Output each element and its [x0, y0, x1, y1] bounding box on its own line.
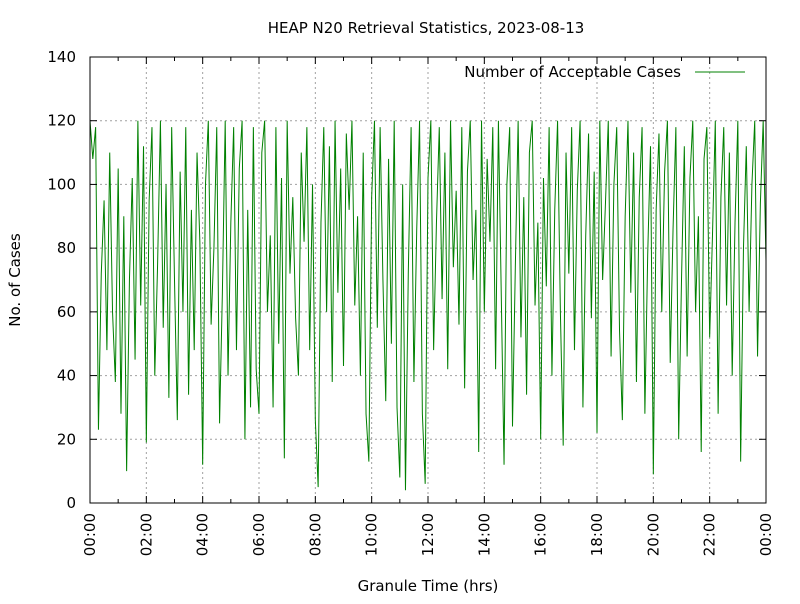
x-tick-label: 20:00	[644, 513, 662, 556]
x-tick-label: 22:00	[701, 513, 719, 556]
x-tick-label: 00:00	[757, 513, 775, 556]
plot-frame	[89, 56, 767, 504]
x-tick-label: 12:00	[419, 513, 437, 556]
x-tick-label: 02:00	[137, 513, 155, 556]
x-tick-label: 08:00	[306, 513, 324, 556]
y-axis-label: No. of Cases	[6, 233, 24, 327]
x-axis-label: Granule Time (hrs)	[358, 577, 499, 595]
y-tick-label: 80	[57, 239, 76, 257]
x-tick-label: 04:00	[194, 513, 212, 556]
y-tick-label: 120	[47, 112, 76, 130]
x-tick-label: 14:00	[475, 513, 493, 556]
tick-layer: 0 20 40 60 80 100 120 140 00:00 02:00 04:00 06:00 08…	[47, 48, 775, 556]
y-tick-label: 0	[66, 494, 76, 512]
legend: Number of Acceptable Cases	[464, 63, 745, 81]
chart-title: HEAP N20 Retrieval Statistics, 2023-08-1…	[268, 19, 585, 37]
x-tick-label: 00:00	[81, 513, 99, 556]
x-tick-label: 10:00	[363, 513, 381, 556]
data-layer	[89, 120, 767, 491]
x-tick-label: 06:00	[250, 513, 268, 556]
y-tick-label: 40	[57, 367, 76, 385]
legend-label: Number of Acceptable Cases	[464, 63, 681, 81]
y-tick-label: 140	[47, 48, 76, 66]
x-tick-label: 18:00	[588, 513, 606, 556]
series-line-acceptable-cases	[89, 120, 767, 491]
y-tick-label: 100	[47, 175, 76, 193]
y-tick-label: 20	[57, 430, 76, 448]
y-tick-label: 60	[57, 303, 76, 321]
x-tick-label: 16:00	[532, 513, 550, 556]
